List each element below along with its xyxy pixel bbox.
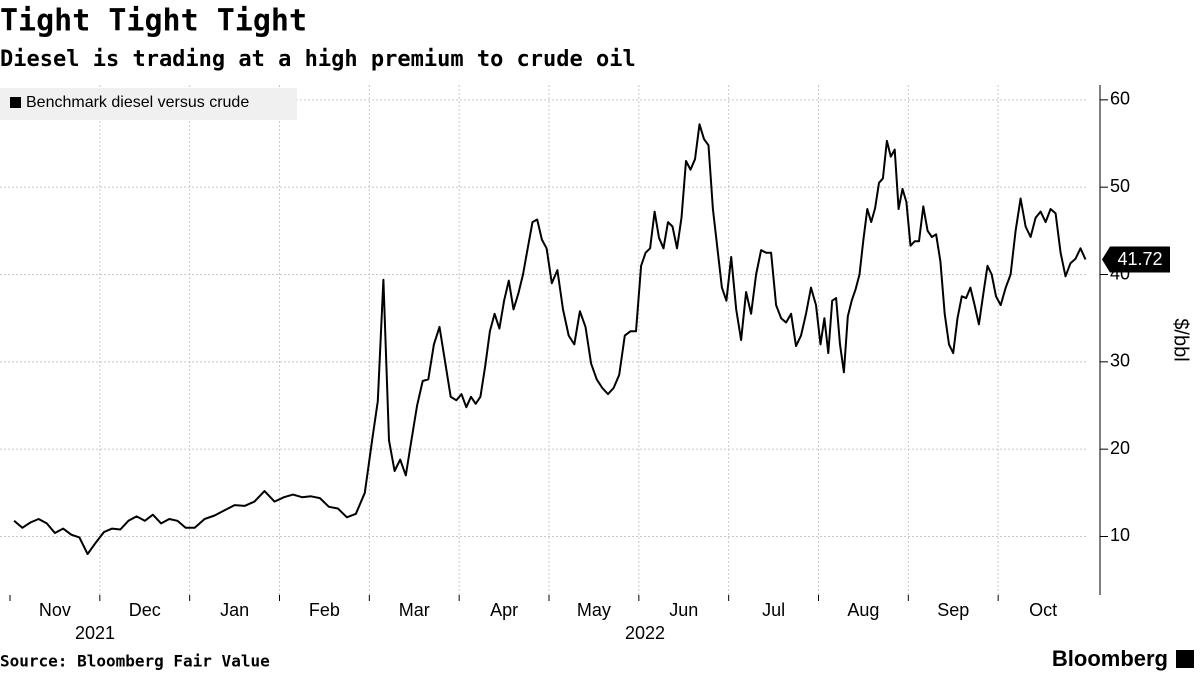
x-tick-label: May [577, 600, 611, 620]
year-label: 2022 [625, 623, 665, 643]
x-tick-label: Jul [762, 600, 785, 620]
brand: Bloomberg [1052, 646, 1168, 671]
x-tick-label: Apr [490, 600, 518, 620]
end-label: 41.72 [1117, 249, 1162, 269]
chart-subtitle: Diesel is trading at a high premium to c… [0, 47, 636, 72]
y-tick-label: 50 [1110, 176, 1130, 196]
y-tick-label: 20 [1110, 438, 1130, 458]
x-tick-label: Aug [847, 600, 879, 620]
x-tick-label: Jun [669, 600, 698, 620]
x-tick-label: Sep [937, 600, 969, 620]
x-tick-label: Dec [129, 600, 161, 620]
chart-title: Tight Tight Tight [0, 4, 307, 39]
x-tick-label: Jan [220, 600, 249, 620]
y-tick-label: 10 [1110, 525, 1130, 545]
legend-box [0, 88, 297, 120]
series-line [13, 123, 1087, 555]
legend-swatch [10, 97, 21, 108]
x-tick-label: Feb [309, 600, 340, 620]
legend: Benchmark diesel versus crude [0, 88, 297, 120]
x-tick-label: Oct [1029, 600, 1057, 620]
x-tick-label: Nov [39, 600, 71, 620]
y-axis-label: $/bbl [1170, 318, 1192, 361]
source: Source: Bloomberg Fair Value [0, 652, 270, 671]
end-label-box [1102, 246, 1170, 273]
y-tick-label: 30 [1110, 351, 1130, 371]
y-tick-label: 60 [1110, 89, 1130, 109]
year-label: 2021 [75, 623, 115, 643]
x-tick-label: Mar [399, 600, 430, 620]
legend-label: Benchmark diesel versus crude [26, 94, 249, 111]
brand-icon [1176, 650, 1194, 668]
